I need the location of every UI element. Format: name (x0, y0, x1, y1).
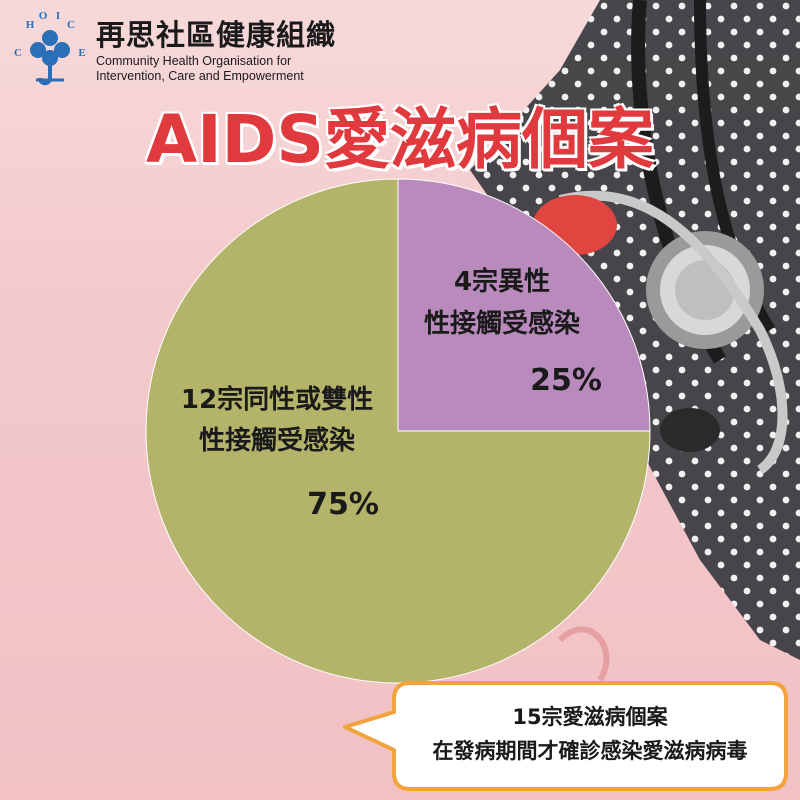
org-header: C H O I C E 再思社區健康組織 Community Health Or… (10, 8, 350, 88)
logo-letter: C (14, 47, 22, 59)
logo-letter: H (26, 19, 35, 31)
slice-percent-label: 75% (307, 487, 379, 522)
slice-label-line2: 性接觸受感染 (424, 308, 580, 339)
org-name-en-line2: Intervention, Care and Empowerment (96, 69, 304, 83)
logo-letter: C (67, 19, 75, 31)
callout-line2: 在發病期間才確診感染愛滋病病毒 (432, 739, 748, 763)
slice-label-line1: 4宗異性 (454, 266, 550, 297)
org-name-en: Community Health Organisation for Interv… (96, 54, 304, 84)
callout-text: 15宗愛滋病個案 在發病期間才確診感染愛滋病病毒 (400, 700, 780, 768)
org-name-zh: 再思社區健康組織 (96, 18, 337, 52)
ribbon-decoration (557, 626, 610, 682)
slice-label-line2: 性接觸受感染 (199, 425, 355, 456)
pie-slice-heterosexual (397, 178, 651, 432)
logo-letter: O (39, 10, 48, 22)
page-title: AIDS愛滋病個案 (146, 101, 654, 178)
slice-percent-label: 25% (530, 363, 602, 398)
slice-label-line1: 12宗同性或雙性 (181, 384, 373, 415)
logo-letter: E (78, 47, 85, 59)
logo-letter: I (56, 10, 60, 22)
callout-line1: 15宗愛滋病個案 (512, 705, 668, 729)
org-name-en-line1: Community Health Organisation for (96, 54, 292, 68)
pie-slice-homosexual-bisexual (145, 178, 651, 684)
choice-logo: C H O I C E (14, 10, 86, 86)
